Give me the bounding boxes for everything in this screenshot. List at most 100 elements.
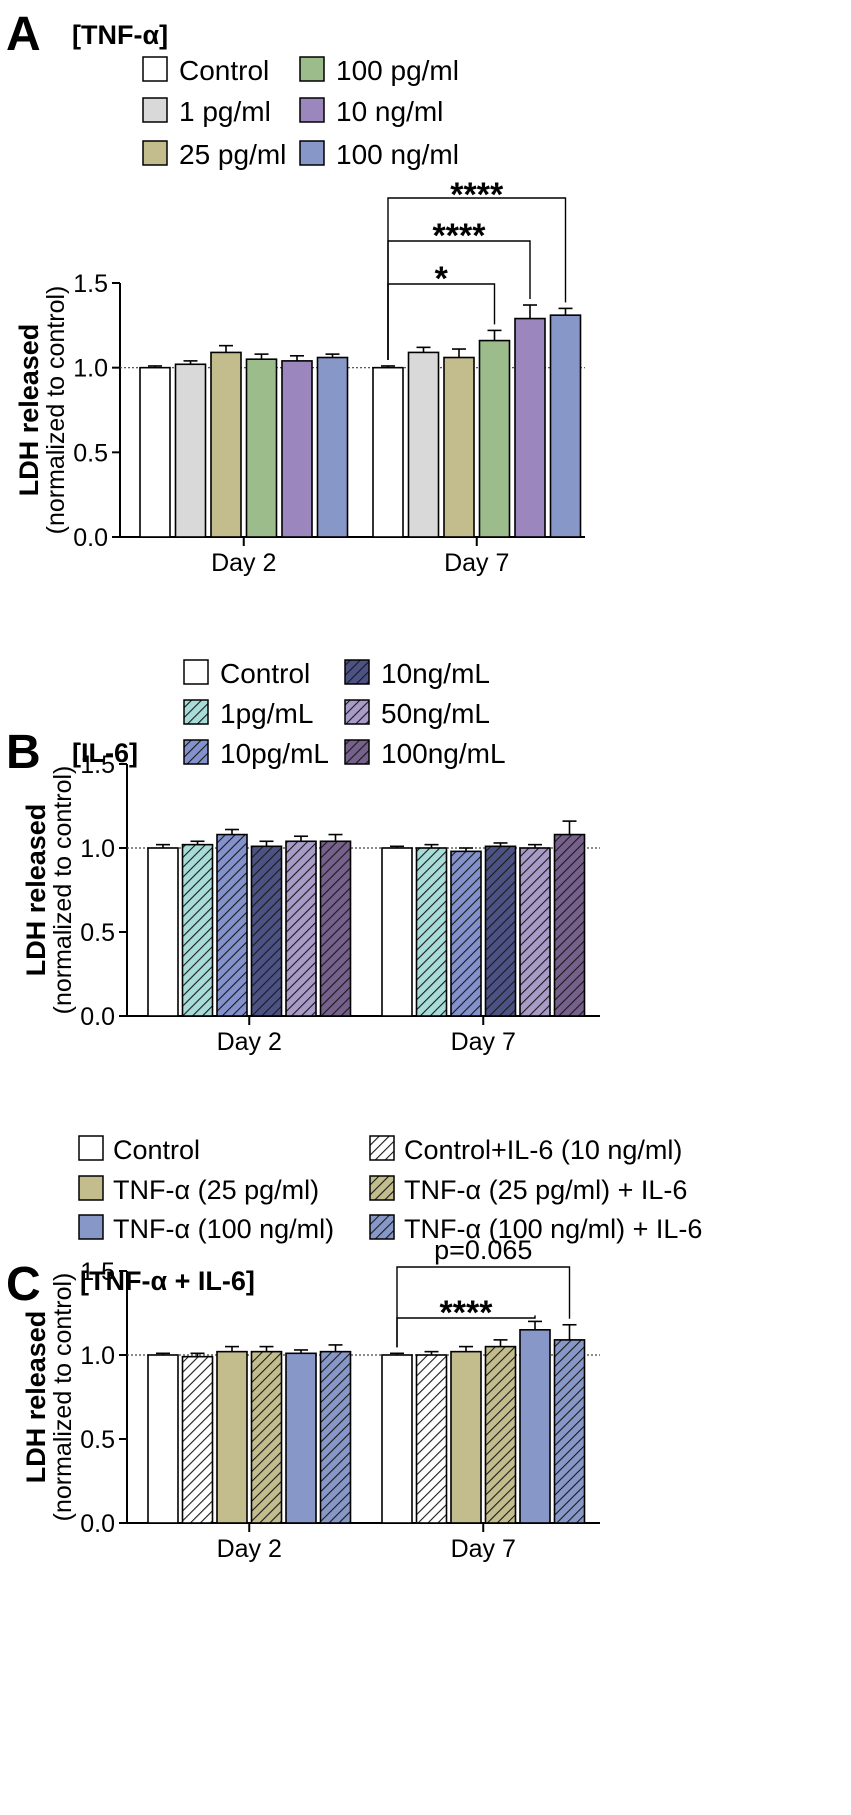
- bar: [250, 1350, 283, 1524]
- legend-label: 50ng/mL: [381, 698, 490, 729]
- panel-b: B [IL-6] Control1pg/mL10pg/mL10ng/mL50ng…: [6, 658, 600, 1056]
- bar: [478, 339, 511, 538]
- bar: [216, 833, 248, 1017]
- bar: [372, 366, 404, 538]
- panel-a: A [TNF-α] Control 1 pg/ml 25 pg/ml 100 pg/m…: [6, 8, 585, 577]
- legend-swatch: [78, 1214, 104, 1240]
- legend-label: 25 pg/ml: [179, 139, 286, 170]
- y-tick-label: 1.5: [80, 751, 115, 779]
- y-axis-label: LDH released: [21, 804, 51, 977]
- x-category-label: Day 7: [451, 1028, 516, 1056]
- y-tick-label: 0.5: [80, 919, 115, 947]
- y-tick-label: 1.5: [73, 270, 108, 298]
- bar: [381, 847, 413, 1017]
- y-tick-label: 1.0: [80, 835, 115, 863]
- legend-swatch: [142, 97, 168, 123]
- panel-c-letter: C: [6, 1258, 41, 1311]
- legend-swatch: [299, 56, 325, 82]
- bar: [285, 840, 317, 1017]
- legend-swatch: [78, 1175, 104, 1201]
- y-tick-label: 0.5: [73, 439, 108, 467]
- y-tick-label: 0.0: [73, 524, 108, 552]
- bar: [319, 840, 352, 1017]
- bar: [450, 1350, 482, 1524]
- panel-a-legend: Control 1 pg/ml 25 pg/ml 100 pg/ml 10 ng/ml 1…: [142, 55, 459, 170]
- x-category-label: Day 2: [217, 1028, 282, 1056]
- x-category-label: Day 7: [451, 1535, 516, 1563]
- legend-label: 100ng/mL: [381, 738, 506, 769]
- bar: [181, 843, 214, 1017]
- significance-label: ****: [433, 217, 487, 255]
- bar: [281, 360, 313, 538]
- bar: [381, 1354, 413, 1524]
- bar: [174, 363, 207, 538]
- panel-c-title: [TNF-α + IL-6]: [80, 1266, 255, 1296]
- y-tick-label: 0.5: [80, 1426, 115, 1454]
- legend-label: TNF-α (100 ng/ml) + IL-6: [404, 1214, 702, 1244]
- significance-label: *: [435, 260, 449, 298]
- legend-swatch: [78, 1135, 104, 1161]
- y-tick-label: 1.0: [73, 355, 108, 383]
- legend-label: 100 pg/ml: [336, 55, 459, 86]
- legend-label: 10pg/mL: [220, 738, 329, 769]
- panel-a-title: [TNF-α]: [72, 20, 168, 50]
- bar: [245, 358, 278, 538]
- significance-bracket: [387, 197, 567, 360]
- legend-label: 10 ng/ml: [336, 96, 443, 127]
- bar: [250, 845, 283, 1017]
- significance-label: ****: [440, 1294, 494, 1332]
- y-axis-sublabel: (normalized to control): [42, 286, 70, 535]
- legend-swatch: [299, 97, 325, 123]
- x-category-label: Day 2: [211, 549, 276, 577]
- y-tick-label: 1.5: [80, 1258, 115, 1286]
- bar: [319, 1350, 352, 1524]
- legend-label: 100 ng/ml: [336, 139, 459, 170]
- bar: [415, 1354, 448, 1524]
- legend-swatch: [344, 659, 370, 685]
- y-axis-label: LDH released: [21, 1311, 51, 1484]
- bar: [147, 847, 179, 1017]
- bar: [147, 1354, 179, 1524]
- bar: [443, 356, 475, 538]
- x-category-label: Day 7: [444, 549, 509, 577]
- legend-label: 10ng/mL: [381, 658, 490, 689]
- legend-swatch: [299, 140, 325, 166]
- bar: [553, 833, 586, 1017]
- legend-swatch: [183, 739, 209, 765]
- panel-c-legend: Control TNF-α (25 pg/ml) TNF-α (100 ng/ml)…: [78, 1135, 702, 1244]
- legend-label: TNF-α (100 ng/ml): [113, 1214, 334, 1244]
- y-tick-label: 0.0: [80, 1510, 115, 1538]
- bar: [549, 314, 582, 538]
- legend-swatch: [183, 699, 209, 725]
- panel-c-chart: 0.0 0.5 1.0 1.5 LDH released(normalized to c…: [21, 1235, 600, 1563]
- y-tick-label: 0.0: [80, 1003, 115, 1031]
- legend-swatch: [344, 739, 370, 765]
- bar: [216, 1350, 248, 1524]
- bar: [210, 351, 242, 538]
- bar: [484, 1345, 517, 1524]
- legend-swatch: [183, 659, 209, 685]
- bar: [450, 850, 482, 1017]
- x-category-label: Day 2: [217, 1535, 282, 1563]
- legend-label: TNF-α (25 pg/ml): [113, 1175, 319, 1205]
- legend-swatch: [142, 56, 168, 82]
- panel-b-letter: B: [6, 726, 41, 779]
- legend-label: Control: [113, 1135, 200, 1165]
- panel-b-chart: 0.0 0.5 1.0 1.5 LDH released(normalized to c…: [21, 751, 600, 1056]
- legend-swatch: [369, 1135, 395, 1161]
- bar: [139, 366, 171, 538]
- panel-a-letter: A: [6, 8, 41, 61]
- bar: [553, 1339, 586, 1524]
- bar: [519, 847, 551, 1017]
- panel-c: C [TNF-α + IL-6] Control TNF-α (25 pg/ml)…: [6, 1135, 702, 1563]
- y-tick-label: 1.0: [80, 1342, 115, 1370]
- bar: [285, 1352, 317, 1524]
- legend-label: Control+IL-6 (10 ng/ml): [404, 1135, 682, 1165]
- bar: [514, 317, 546, 538]
- significance-label: p=0.065: [434, 1235, 532, 1265]
- legend-label: Control: [220, 658, 310, 689]
- legend-swatch: [142, 140, 168, 166]
- bar: [316, 356, 349, 538]
- legend-swatch: [369, 1214, 395, 1240]
